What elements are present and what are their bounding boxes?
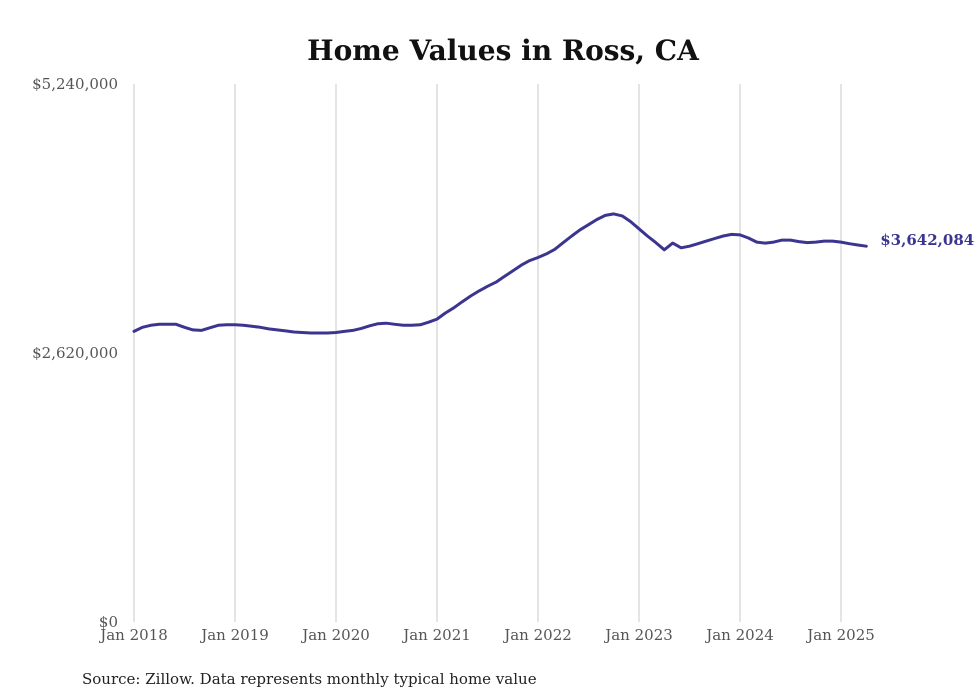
x-gridlines bbox=[133, 84, 842, 622]
y-axis-tick-labels: $0 $2,620,000 $5,240,000 bbox=[32, 75, 118, 631]
source-note: Source: Zillow. Data represents monthly … bbox=[82, 670, 537, 688]
x-tick-label: Jan 2024 bbox=[704, 626, 774, 644]
x-tick-label: Jan 2020 bbox=[300, 626, 370, 644]
chart-title: Home Values in Ross, CA bbox=[307, 34, 700, 67]
x-tick-label: Jan 2019 bbox=[199, 626, 269, 644]
series-layer bbox=[132, 212, 868, 335]
x-tick-label: Jan 2023 bbox=[603, 626, 673, 644]
x-tick-label: Jan 2025 bbox=[805, 626, 875, 644]
x-tick-label: Jan 2022 bbox=[502, 626, 572, 644]
y-tick-label: $0 bbox=[99, 613, 118, 631]
y-tick-label: $5,240,000 bbox=[32, 75, 118, 93]
x-tick-label: Jan 2018 bbox=[98, 626, 168, 644]
last-value-label: $3,642,084 bbox=[880, 231, 974, 249]
y-tick-label: $2,620,000 bbox=[32, 344, 118, 362]
home-value-line bbox=[132, 212, 868, 335]
x-tick-label: Jan 2021 bbox=[401, 626, 471, 644]
x-axis-tick-labels: Jan 2018 Jan 2019 Jan 2020 Jan 2021 Jan 2022… bbox=[98, 626, 875, 644]
